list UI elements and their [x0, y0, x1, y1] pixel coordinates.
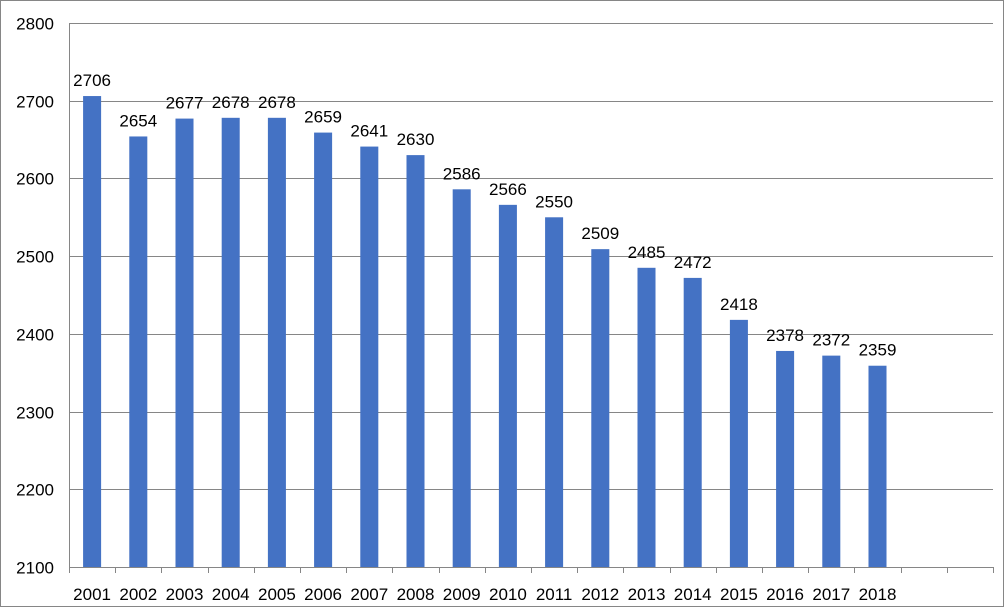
x-tick-label: 2016: [766, 585, 804, 604]
data-label: 2418: [720, 295, 758, 314]
bar: [267, 117, 286, 567]
bar: [406, 155, 425, 568]
data-label: 2586: [443, 164, 481, 183]
y-tick-label: 2500: [16, 248, 54, 267]
x-tick-label: 2010: [489, 585, 527, 604]
labels: 2100 2200 2300 2400 2500 2600 2700 2800 2706 2001…: [16, 15, 896, 605]
bar: [83, 96, 102, 568]
gridlines: [69, 23, 993, 490]
bar: [683, 277, 702, 567]
data-label: 2659: [304, 108, 342, 127]
x-tick-label: 2005: [258, 585, 296, 604]
bar: [729, 319, 748, 567]
x-tick-label: 2006: [304, 585, 342, 604]
data-label: 2472: [674, 253, 712, 272]
axes: [69, 23, 994, 573]
x-tick-label: 2007: [350, 585, 388, 604]
y-tick-label: 2400: [16, 326, 54, 345]
data-label: 2359: [859, 341, 897, 360]
data-label: 2654: [119, 111, 157, 130]
bars: [83, 96, 887, 568]
y-tick-label: 2300: [16, 404, 54, 423]
bar: [776, 350, 795, 567]
data-label: 2550: [535, 192, 573, 211]
bar: [360, 146, 379, 567]
x-tick-label: 2004: [212, 585, 250, 604]
bar: [545, 217, 564, 568]
x-tick-label: 2011: [536, 585, 573, 604]
data-label: 2706: [73, 71, 111, 90]
x-tick-label: 2018: [859, 585, 897, 604]
data-label: 2485: [628, 243, 666, 262]
bar: [129, 136, 148, 567]
data-label: 2641: [350, 122, 388, 141]
data-label: 2378: [766, 326, 804, 345]
x-tick-label: 2015: [720, 585, 758, 604]
data-label: 2677: [166, 94, 204, 113]
bar: [175, 118, 194, 567]
y-tick-label: 2200: [16, 481, 54, 500]
bar: [591, 249, 610, 567]
data-label: 2678: [212, 93, 250, 112]
bar: [452, 189, 471, 567]
x-tick-label: 2009: [443, 585, 481, 604]
data-label: 2630: [397, 130, 435, 149]
bar: [221, 117, 240, 567]
x-tick-label: 2001: [73, 585, 111, 604]
y-tick-label: 2700: [16, 93, 54, 112]
data-label: 2566: [489, 180, 527, 199]
bar: [822, 355, 841, 567]
y-tick-label: 2100: [16, 559, 54, 578]
bar: [868, 365, 887, 567]
bar: [498, 204, 517, 567]
x-tick-label: 2003: [166, 585, 204, 604]
x-tick-label: 2008: [397, 585, 435, 604]
data-label: 2678: [258, 93, 296, 112]
x-tick-label: 2012: [581, 585, 619, 604]
y-tick-label: 2800: [16, 15, 54, 34]
data-label: 2509: [581, 224, 619, 243]
x-tick-label: 2014: [674, 585, 712, 604]
data-label: 2372: [812, 331, 850, 350]
x-tick-label: 2013: [628, 585, 666, 604]
x-tick-label: 2017: [812, 585, 850, 604]
y-tick-label: 2600: [16, 170, 54, 189]
x-tick-label: 2002: [119, 585, 157, 604]
bar: [637, 267, 656, 567]
bar: [314, 132, 333, 567]
